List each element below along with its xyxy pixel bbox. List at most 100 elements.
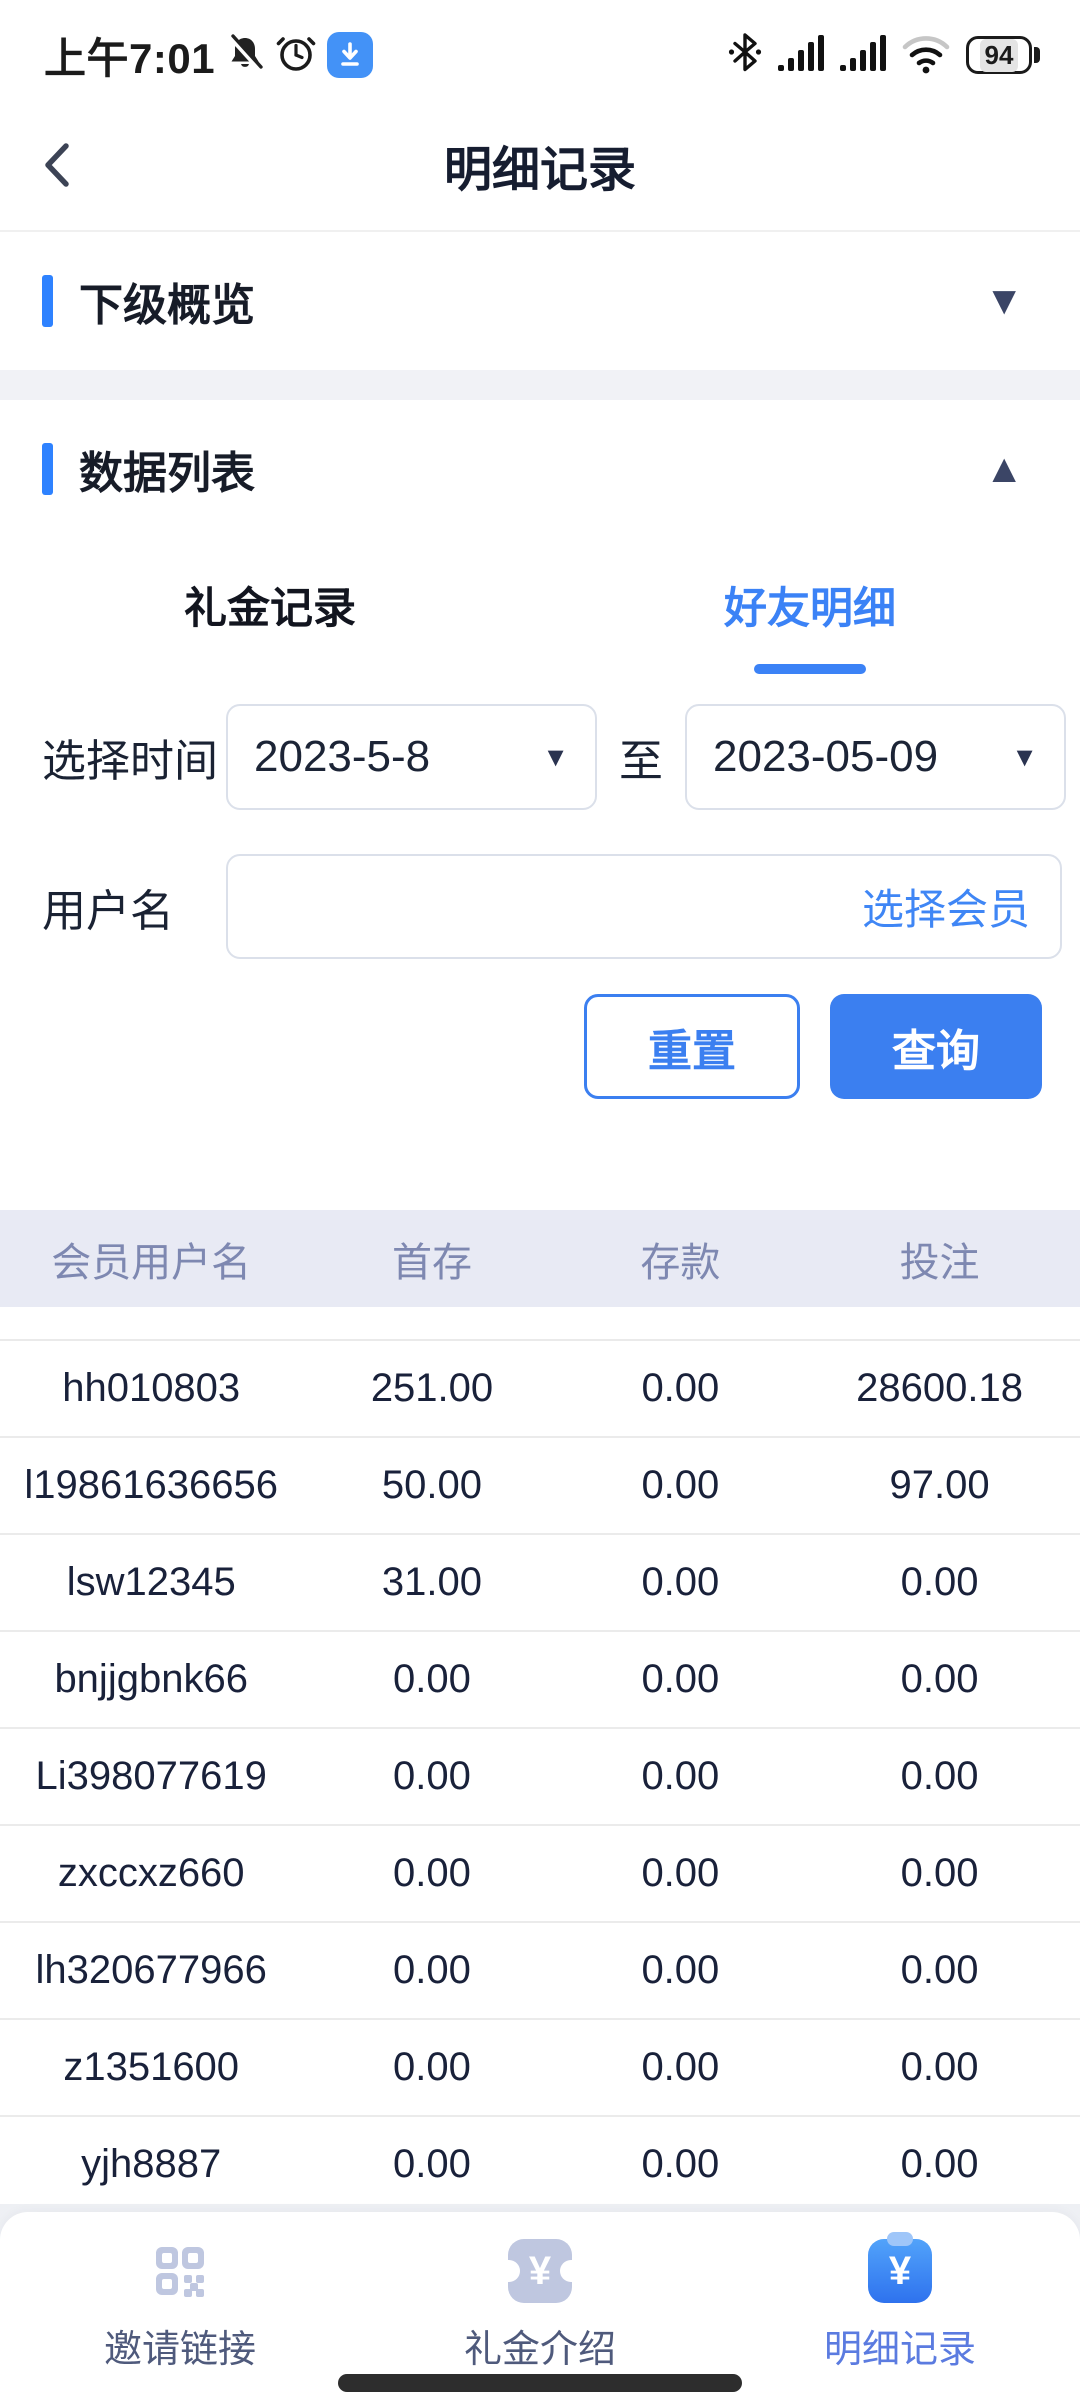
cell-member-username: yjh8887 [81,2142,222,2186]
friend-details-table[interactable]: 会员用户名 首存 存款 投注 hh010803 251.00 0.00 2860… [0,1210,1080,2214]
section-overview-label: 下级概览 [79,281,255,330]
nav-item-detail-records[interactable]: ¥ 明细记录 [750,2232,1050,2373]
cell-first-deposit: 31.00 [381,1560,483,1604]
cell-bet: 0.00 [900,1560,979,1604]
nav-item-invite-link[interactable]: 邀请链接 [30,2238,330,2373]
date-to-value: 2023-05-09 [713,732,939,781]
reset-button[interactable]: 重置 [584,994,800,1099]
col-header-bet: 投注 [899,1240,980,1285]
home-indicator[interactable] [338,2374,742,2392]
filter-actions-row: 重置 查询 [0,994,1080,1099]
table-row: yjh8887 0.00 0.00 0.00 [0,2117,1080,2214]
battery-icon: 94 [966,36,1040,74]
section-accent-bar [42,443,53,495]
table-header-spacer [0,1307,1080,1341]
tab-bar: 礼金记录 好友明细 [0,556,1080,676]
table-row: lh320677966 0.00 0.00 0.00 [0,1923,1080,2020]
download-badge-icon [327,32,374,78]
tab-gift-record[interactable]: 礼金记录 [0,556,540,676]
table-row: l19861636656 50.00 0.00 97.00 [0,1438,1080,1535]
table-body: hh010803 251.00 0.00 28600.18 l198616366… [0,1341,1080,2214]
nav-label-detail-records: 明细记录 [823,2329,976,2371]
cell-deposit: 0.00 [641,2142,720,2186]
tab-underline [214,664,326,674]
chevron-down-triangle-icon[interactable]: ▼ [984,279,1024,323]
cell-first-deposit: 0.00 [393,2045,471,2089]
section-data-list-header[interactable]: 数据列表 ▲ [0,400,1080,538]
select-member-link[interactable]: 选择会员 [861,886,1030,933]
bluetooth-icon [728,32,762,79]
qr-code-icon [147,2238,213,2304]
status-bar: 上午7:01 [0,0,1080,100]
signal-icon [776,32,824,79]
cell-bet: 28600.18 [856,1366,1023,1410]
table-row: z1351600 0.00 0.00 0.00 [0,2020,1080,2117]
username-label: 用户名 [42,886,174,936]
cell-deposit: 0.00 [641,1560,720,1604]
cell-first-deposit: 251.00 [370,1366,494,1410]
section-accent-bar [42,275,53,327]
table-header-row: 会员用户名 首存 存款 投注 [0,1210,1080,1307]
cell-bet: 0.00 [900,1754,979,1798]
col-header-first-deposit: 首存 [391,1240,472,1285]
cell-bet: 0.00 [900,1657,979,1701]
date-to-select[interactable]: 2023-05-09 ▼ [685,704,1066,810]
cell-deposit: 0.00 [641,1754,720,1798]
date-from-value: 2023-5-8 [254,732,431,781]
table-row: bnjjgbnk66 0.00 0.00 0.00 [0,1632,1080,1729]
wifi-icon [900,32,952,79]
battery-percent: 94 [979,38,1019,72]
cell-bet: 0.00 [900,2142,979,2186]
nav-label-gift-intro: 礼金介绍 [463,2329,616,2371]
cell-bet: 97.00 [889,1463,990,1507]
cell-first-deposit: 0.00 [393,2142,471,2186]
table-row: hh010803 251.00 0.00 28600.18 [0,1341,1080,1438]
money-record-icon: ¥ [867,2232,933,2304]
tab-friend-details[interactable]: 好友明细 [540,556,1080,676]
section-divider-band [0,370,1080,400]
username-input[interactable]: 选择会员 [226,854,1062,959]
section-overview-header[interactable]: 下级概览 ▼ [0,232,1080,370]
cell-member-username: Li398077619 [35,1754,267,1798]
chevron-up-triangle-icon[interactable]: ▲ [984,447,1024,491]
cell-deposit: 0.00 [641,1366,720,1410]
alarm-clock-icon [275,32,317,79]
tab-active-underline [754,664,866,674]
signal-icon [838,32,886,79]
table-row: Li398077619 0.00 0.00 0.00 [0,1729,1080,1826]
cell-member-username: lh320677966 [35,1948,267,1992]
back-button[interactable] [28,135,88,195]
nav-item-gift-intro[interactable]: ¥ 礼金介绍 [390,2238,690,2373]
cell-deposit: 0.00 [641,1463,720,1507]
cell-first-deposit: 0.00 [393,1851,471,1895]
caret-down-icon: ▼ [542,741,569,772]
time-filter-label: 选择时间 [42,737,218,786]
col-header-deposit: 存款 [640,1240,721,1285]
cell-bet: 0.00 [900,1948,979,1992]
cell-first-deposit: 50.00 [381,1463,483,1507]
cell-member-username: bnjjgbnk66 [54,1657,248,1701]
table-row: zxccxz660 0.00 0.00 0.00 [0,1826,1080,1923]
cell-member-username: lsw12345 [66,1560,236,1604]
date-filter-row: 选择时间 2023-5-8 ▼ 至 2023-05-09 ▼ [0,704,1080,810]
cell-deposit: 0.00 [641,2045,720,2089]
query-button[interactable]: 查询 [830,994,1042,1099]
cell-member-username: hh010803 [62,1366,241,1410]
tab-gift-record-label: 礼金记录 [184,585,356,633]
cell-deposit: 0.00 [641,1851,720,1895]
cell-member-username: z1351600 [63,2045,240,2089]
cell-member-username: l19861636656 [24,1463,278,1507]
cell-deposit: 0.00 [641,1948,720,1992]
cell-first-deposit: 0.00 [393,1657,471,1701]
status-time: 上午7:01 [44,34,216,82]
page-title: 明细记录 [443,144,636,197]
cell-first-deposit: 0.00 [393,1948,471,1992]
bottom-nav: 邀请链接 ¥ 礼金介绍 ¥ 明细记录 [0,2212,1080,2400]
to-label: 至 [619,737,663,786]
app-header: 明细记录 [0,100,1080,232]
cell-bet: 0.00 [900,1851,979,1895]
date-from-select[interactable]: 2023-5-8 ▼ [226,704,597,810]
col-header-member-username: 会员用户名 [51,1240,252,1285]
caret-down-icon: ▼ [1011,741,1038,772]
muted-bell-icon [225,33,265,78]
